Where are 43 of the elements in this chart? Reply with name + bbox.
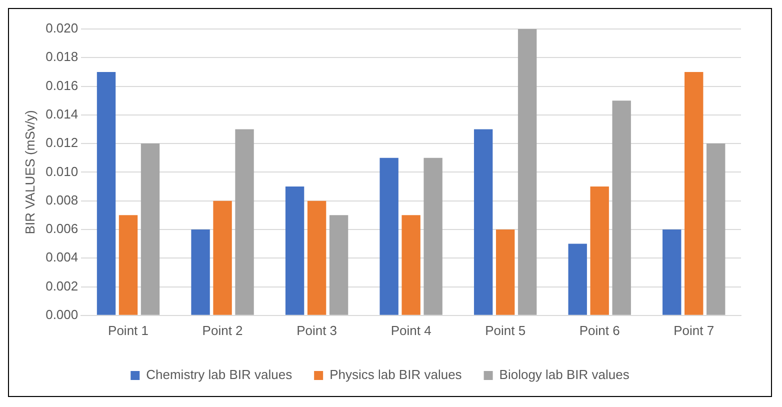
x-tick-label: Point 6	[579, 322, 620, 338]
x-tick-label: Point 5	[485, 322, 526, 338]
bar	[496, 229, 515, 315]
bar	[191, 229, 210, 315]
y-tick-label: 0.020	[46, 20, 78, 36]
bar	[402, 215, 420, 315]
y-tick-label: 0.012	[46, 135, 78, 150]
bar	[684, 72, 704, 315]
bar	[118, 215, 138, 315]
y-tick-label: 0.008	[46, 192, 78, 208]
y-tick-label: 0.004	[46, 250, 78, 265]
legend-label: Chemistry lab BIR values	[146, 367, 293, 382]
x-tick-label: Point 7	[674, 322, 714, 338]
y-tick-label: 0.018	[46, 49, 78, 64]
y-tick-label: 0.016	[46, 78, 78, 93]
bar	[662, 229, 682, 315]
legend-label: Biology lab BIR values	[499, 367, 630, 382]
x-tick-label: Point 1	[108, 322, 149, 338]
bar	[307, 200, 326, 315]
y-tick-label: 0.002	[46, 278, 78, 294]
bar	[474, 129, 493, 315]
y-tick-label: 0.000	[46, 306, 78, 322]
x-tick-label: Point 4	[390, 322, 432, 338]
bar	[590, 186, 609, 315]
y-tick-label: 0.010	[46, 164, 78, 179]
bar	[518, 29, 537, 315]
bar	[380, 158, 398, 315]
bar	[612, 100, 631, 315]
bar	[285, 186, 304, 315]
bar	[235, 129, 254, 315]
x-tick-label: Point 2	[202, 322, 243, 338]
bar	[424, 158, 442, 315]
y-tick-label: 0.014	[46, 106, 78, 122]
bar	[568, 244, 587, 315]
y-tick-label: 0.006	[46, 221, 78, 236]
legend-label: Physics lab BIR values	[330, 367, 462, 382]
bar	[140, 144, 160, 315]
bar	[96, 72, 116, 315]
bar	[706, 144, 726, 315]
bar	[329, 215, 348, 315]
bar	[213, 200, 232, 315]
x-tick-label: Point 3	[296, 322, 338, 338]
y-axis-title: BIR VALUES (mSv/y)	[22, 110, 38, 234]
